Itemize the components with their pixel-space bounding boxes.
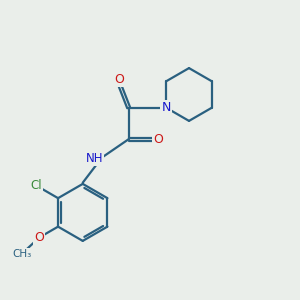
Text: Cl: Cl xyxy=(30,179,42,192)
Text: N: N xyxy=(161,101,171,114)
Text: CH₃: CH₃ xyxy=(13,249,32,259)
Text: O: O xyxy=(34,231,44,244)
Text: O: O xyxy=(114,73,124,86)
Text: NH: NH xyxy=(85,152,103,165)
Text: O: O xyxy=(153,133,163,146)
